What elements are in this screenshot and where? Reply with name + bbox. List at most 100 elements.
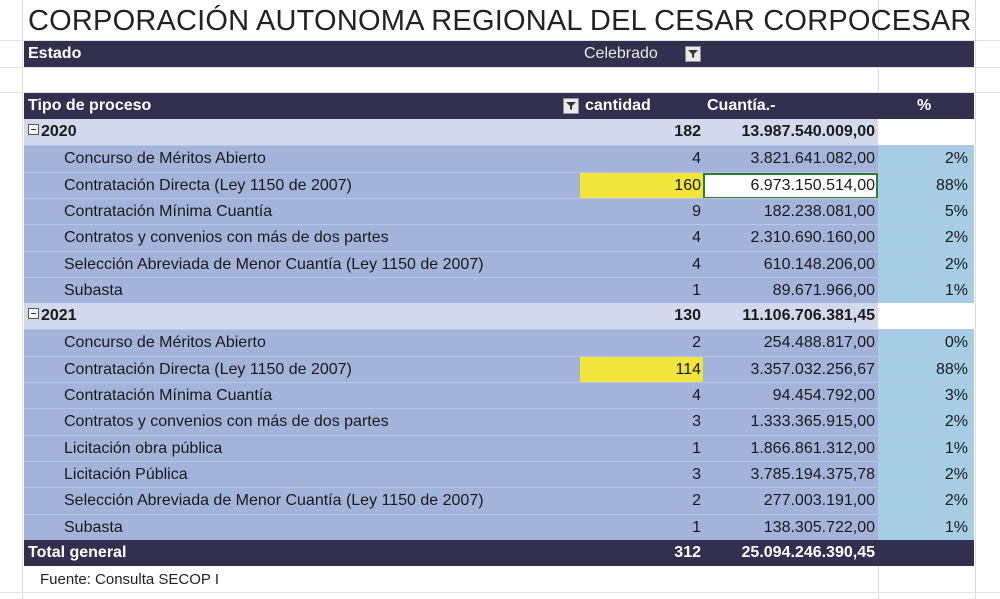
cuantia-cell[interactable]: 94.454.792,00 [772,387,875,404]
filter-value[interactable]: Celebrado [584,45,658,62]
process-name[interactable]: Contratación Mínima Cuantía [64,203,273,220]
pct-cell[interactable]: 88% [878,357,974,383]
total-cuantia[interactable]: 25.094.246.390,45 [741,544,875,561]
table-row[interactable]: Concurso de Méritos Abierto 2 254.488.817,… [24,329,974,356]
header-cuantia[interactable]: Cuantía.- [707,97,776,114]
pct-cell[interactable]: 2% [878,146,974,172]
cuantia-cell[interactable]: 89.671.966,00 [772,282,875,299]
cuantia-cell[interactable]: 3.821.641.082,00 [750,150,875,167]
table-row[interactable]: Licitación Pública 3 3.785.194.375,78 2% [24,461,974,488]
table-row[interactable]: Selección Abreviada de Menor Cuantía (Le… [24,487,974,514]
cantidad-cell[interactable]: 160 [580,173,703,199]
minus-collapse-icon[interactable] [28,124,39,136]
process-name[interactable]: Contratos y convenios con más de dos par… [64,229,389,246]
filter-funnel-icon[interactable] [563,98,579,114]
cantidad-cell[interactable]: 4 [692,387,701,404]
process-name[interactable]: Contratos y convenios con más de dos par… [64,413,389,430]
table-row[interactable]: Subasta 1 89.671.966,00 1% [24,277,974,304]
grid-line [975,0,976,599]
process-name[interactable]: Selección Abreviada de Menor Cuantía (Le… [64,492,484,509]
process-name[interactable]: Concurso de Méritos Abierto [64,334,266,351]
process-name[interactable]: Licitación obra pública [64,440,223,457]
pct-cell[interactable]: 2% [878,462,974,488]
cantidad-cell[interactable]: 9 [692,203,701,220]
pct-cell[interactable]: 88% [878,173,974,199]
cuantia-cell[interactable]: 277.003.191,00 [763,492,875,509]
cantidad-cell[interactable]: 2 [692,492,701,509]
year-cantidad[interactable]: 182 [674,123,701,140]
sheet-title: CORPORACIÓN AUTONOMA REGIONAL DEL CESAR … [28,5,972,37]
year-cuantia[interactable]: 13.987.540.009,00 [741,123,875,140]
cantidad-cell[interactable]: 1 [692,440,701,457]
source-note: Fuente: Consulta SECOP I [40,571,219,588]
minus-collapse-icon[interactable] [28,308,39,320]
cantidad-cell[interactable]: 4 [692,150,701,167]
pct-cell[interactable]: 2% [878,225,974,251]
cantidad-cell[interactable]: 3 [692,466,701,483]
pct-cell-empty[interactable] [878,119,974,145]
cuantia-cell[interactable]: 254.488.817,00 [763,334,875,351]
total-row: Total general 312 25.094.246.390,45 [24,540,974,566]
header-tipo[interactable]: Tipo de proceso [28,97,152,114]
grid-line [0,592,1000,593]
cuantia-cell[interactable]: 6.973.150.514,00 [703,173,878,199]
cuantia-cell[interactable]: 3.357.032.256,67 [750,361,875,378]
table-row[interactable]: Contratación Directa (Ley 1150 de 2007) 1… [24,172,974,199]
cantidad-cell[interactable]: 4 [692,229,701,246]
cantidad-cell[interactable]: 1 [692,282,701,299]
table-row[interactable]: Contratos y convenios con más de dos par… [24,224,974,251]
cuantia-cell[interactable]: 1.333.365.915,00 [750,413,875,430]
process-name[interactable]: Concurso de Méritos Abierto [64,150,266,167]
pct-cell[interactable]: 3% [878,383,974,409]
process-name[interactable]: Selección Abreviada de Menor Cuantía (Le… [64,256,484,273]
header-cantidad[interactable]: cantidad [585,97,651,114]
grid-line [22,0,23,599]
process-name[interactable]: Contratación Directa (Ley 1150 de 2007) [64,361,352,378]
process-name[interactable]: Subasta [64,519,123,536]
pct-cell[interactable]: 2% [878,488,974,514]
process-name[interactable]: Licitación Pública [64,466,188,483]
table-row[interactable]: Contratación Directa (Ley 1150 de 2007) 1… [24,356,974,383]
pct-cell[interactable]: 5% [878,199,974,225]
pct-cell[interactable]: 1% [878,278,974,304]
year-label[interactable]: 2020 [28,119,77,145]
process-name[interactable]: Contratación Mínima Cuantía [64,387,273,404]
pct-cell[interactable]: 0% [878,330,974,356]
table-row[interactable]: Subasta 1 138.305.722,00 1% [24,514,974,541]
table-row[interactable]: Concurso de Méritos Abierto 4 3.821.641.08… [24,145,974,172]
pct-cell[interactable]: 2% [878,252,974,278]
year-group-row[interactable]: 2020 182 13.987.540.009,00 [24,119,974,145]
total-label: Total general [28,544,127,561]
process-name[interactable]: Contratación Directa (Ley 1150 de 2007) [64,177,352,194]
pct-cell[interactable]: 1% [878,515,974,541]
grid-line [0,92,1000,93]
table-row[interactable]: Contratos y convenios con más de dos par… [24,408,974,435]
cuantia-cell[interactable]: 138.305.722,00 [763,519,875,536]
table-row[interactable]: Licitación obra pública 1 1.866.861.312,00… [24,435,974,462]
cantidad-cell[interactable]: 114 [580,357,703,383]
cuantia-cell[interactable]: 182.238.081,00 [763,203,875,220]
year-cantidad[interactable]: 130 [674,307,701,325]
cuantia-cell[interactable]: 3.785.194.375,78 [750,466,875,483]
table-row[interactable]: Contratación Mínima Cuantía 4 94.454.792,0… [24,382,974,409]
pct-cell[interactable]: 1% [878,436,974,462]
process-name[interactable]: Subasta [64,282,123,299]
year-cuantia[interactable]: 11.106.706.381,45 [742,307,875,325]
year-label[interactable]: 2021 [28,303,77,329]
cantidad-cell[interactable]: 4 [692,256,701,273]
filter-funnel-icon[interactable] [685,46,701,62]
header-pct[interactable]: % [917,97,932,114]
table-row[interactable]: Contratación Mínima Cuantía 9 182.238.081,… [24,198,974,225]
table-row[interactable]: Selección Abreviada de Menor Cuantía (Le… [24,251,974,278]
year-group-row[interactable]: 2021 130 11.106.706.381,45 [24,303,974,330]
grid-line [0,67,1000,68]
cantidad-cell[interactable]: 2 [692,334,701,351]
cuantia-cell[interactable]: 2.310.690.160,00 [750,229,875,246]
cantidad-cell[interactable]: 1 [692,519,701,536]
cuantia-cell[interactable]: 1.866.861.312,00 [750,440,875,457]
cuantia-cell[interactable]: 610.148.206,00 [763,256,875,273]
pct-cell[interactable]: 2% [878,409,974,435]
cantidad-cell[interactable]: 3 [692,413,701,430]
total-cantidad[interactable]: 312 [674,544,701,561]
pct-cell-empty[interactable] [878,303,974,330]
